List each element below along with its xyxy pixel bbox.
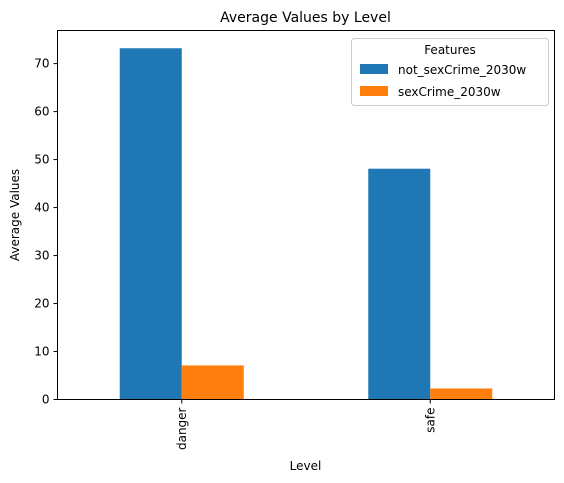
bar-not_sexCrime_2030w-safe — [368, 168, 431, 400]
bar-sexCrime_2030w-safe — [430, 388, 493, 400]
y-tick-label: 20 — [34, 297, 49, 311]
y-axis: 0 10 20 30 40 50 60 70 — [34, 57, 58, 407]
legend-title: Features — [424, 43, 476, 57]
chart-title: Average Values by Level — [220, 10, 391, 26]
legend-swatch-not_sexCrime_2030w — [360, 64, 388, 74]
y-tick-label: 10 — [34, 345, 49, 359]
y-tick-label: 50 — [34, 153, 49, 167]
legend-label-not_sexCrime_2030w: not_sexCrime_2030w — [398, 63, 526, 77]
bars-group — [119, 48, 493, 400]
legend-swatch-sexCrime_2030w — [360, 86, 388, 96]
legend-label-sexCrime_2030w: sexCrime_2030w — [398, 85, 501, 99]
x-tick-label-danger: danger — [175, 407, 189, 450]
x-axis: danger safe — [175, 399, 437, 450]
x-tick-label-safe: safe — [423, 408, 437, 433]
bar-sexCrime_2030w-danger — [181, 365, 244, 400]
legend-box — [351, 38, 549, 106]
bar-not_sexCrime_2030w-danger — [119, 48, 182, 400]
plot-frame — [57, 30, 555, 400]
x-axis-label: Level — [290, 459, 322, 473]
y-tick-label: 60 — [34, 105, 49, 119]
y-tick-label: 70 — [34, 57, 49, 71]
y-axis-label: Average Values — [8, 169, 22, 261]
y-tick-label: 0 — [42, 393, 50, 407]
legend: Features not_sexCrime_2030w sexCrime_2030… — [351, 38, 549, 106]
y-tick-label: 30 — [34, 249, 49, 263]
y-tick-label: 40 — [34, 201, 49, 215]
